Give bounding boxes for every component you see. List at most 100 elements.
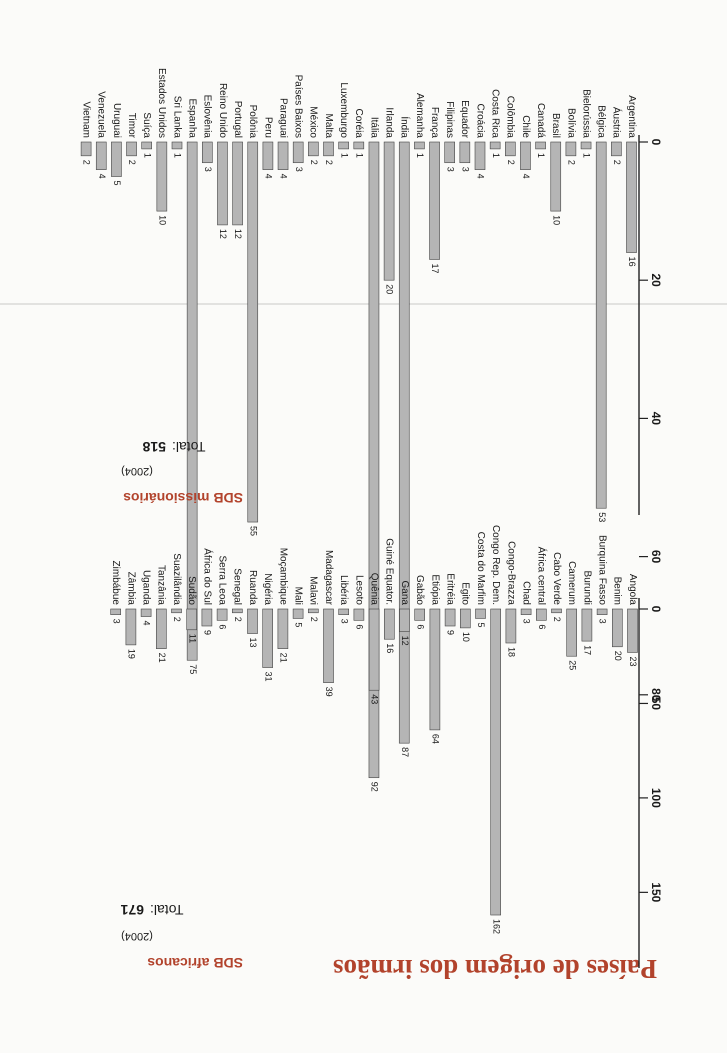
bar-value-label: 13 bbox=[248, 638, 258, 648]
bar-value-label: 4 bbox=[521, 174, 531, 179]
chart-title: SDB africanos bbox=[147, 955, 243, 971]
category-label: Chad bbox=[520, 581, 531, 605]
category-label: Luxemburgo bbox=[338, 82, 349, 138]
bar-value-label: 1 bbox=[142, 153, 152, 158]
chart-title: SDB missionários bbox=[123, 490, 243, 506]
bar-value-label: 5 bbox=[112, 181, 122, 186]
bar-value-label: 11 bbox=[187, 634, 197, 643]
category-label: Sudão bbox=[186, 576, 197, 605]
category-label: Eritréia bbox=[444, 573, 455, 605]
category-label: Guiné Equator. bbox=[384, 538, 395, 605]
category-label: Etiópia bbox=[429, 574, 440, 605]
bar-value-label: 17 bbox=[430, 263, 440, 273]
bar bbox=[595, 141, 607, 509]
bar-value-label: 64 bbox=[431, 734, 441, 744]
bar-value-label: 1 bbox=[354, 153, 364, 158]
category-label: Angola bbox=[627, 574, 638, 606]
bar bbox=[80, 141, 92, 157]
category-label: Burquina Fasso bbox=[596, 535, 607, 605]
category-label: Países Baixos bbox=[293, 75, 304, 138]
category-label: Filipinas bbox=[444, 101, 455, 138]
category-label: Estados Unidos bbox=[156, 68, 167, 138]
bar bbox=[414, 141, 425, 150]
bar-value-label: 3 bbox=[203, 167, 213, 172]
bar-value-label: 6 bbox=[537, 624, 547, 629]
bar-value-label: 21 bbox=[279, 653, 289, 663]
axis-tick-label: 20 bbox=[649, 274, 663, 288]
category-label: Sri Lanka bbox=[171, 96, 182, 139]
bar bbox=[475, 608, 486, 619]
bar bbox=[566, 608, 577, 657]
bar-value-label: 162 bbox=[491, 919, 501, 934]
bar-value-label: 2 bbox=[309, 617, 319, 622]
bar-value-label: 1 bbox=[536, 153, 546, 158]
bar bbox=[111, 141, 122, 177]
category-label: Portugal bbox=[232, 101, 243, 138]
bar bbox=[520, 141, 531, 170]
bar-value-label: 87 bbox=[400, 747, 410, 757]
axis-tick-label: 50 bbox=[649, 697, 663, 711]
bar-value-label: 3 bbox=[445, 167, 455, 172]
bar-value-label: 2 bbox=[612, 160, 622, 165]
bar bbox=[399, 608, 410, 632]
bar bbox=[140, 608, 152, 617]
category-label: Senegal bbox=[232, 568, 243, 605]
bar-value-label: 2 bbox=[567, 160, 577, 165]
category-label: Uruguai bbox=[111, 103, 122, 138]
bar-value-label: 1 bbox=[491, 153, 501, 158]
bar-value-label: 4 bbox=[97, 174, 107, 179]
bar-value-label: 5 bbox=[476, 622, 486, 627]
category-label: Canadá bbox=[535, 103, 546, 138]
bar bbox=[232, 141, 243, 226]
bar-value-label: 92 bbox=[370, 782, 380, 792]
bar-value-label: 12 bbox=[400, 636, 410, 646]
bar bbox=[262, 141, 274, 170]
bar bbox=[368, 141, 380, 779]
category-label: Brasil bbox=[550, 113, 561, 138]
category-label: Peru bbox=[262, 117, 273, 138]
category-label: Burundi bbox=[581, 571, 592, 605]
bar bbox=[308, 141, 319, 157]
category-label: Zâmbia bbox=[125, 572, 136, 606]
bar-value-label: 2 bbox=[552, 617, 562, 622]
category-label: Serra Leoa bbox=[216, 556, 227, 606]
bar bbox=[429, 141, 440, 260]
bar-value-label: 3 bbox=[522, 619, 532, 624]
bar bbox=[186, 141, 198, 661]
bar-value-label: 12 bbox=[233, 229, 243, 239]
category-label: Argentina bbox=[626, 95, 637, 138]
bar bbox=[398, 141, 410, 744]
bar-value-label: 2 bbox=[82, 160, 92, 165]
category-label: Timor bbox=[126, 113, 137, 139]
category-label: Chile bbox=[520, 115, 531, 138]
bar-value-label: 6 bbox=[218, 624, 228, 629]
bar-value-label: 6 bbox=[415, 624, 425, 629]
bar bbox=[612, 608, 623, 648]
chart-missionarios: 02040608016Argentina2Áustria53Bélgica1Bi… bbox=[80, 68, 662, 792]
bar bbox=[383, 608, 395, 640]
bar bbox=[95, 141, 107, 170]
bar-value-label: 2 bbox=[309, 160, 319, 165]
total-label: Total: bbox=[150, 902, 183, 918]
category-label: Paraguai bbox=[277, 98, 288, 138]
bar bbox=[155, 608, 167, 649]
bar bbox=[627, 608, 638, 653]
category-label: Egito bbox=[460, 582, 471, 605]
bar bbox=[551, 608, 562, 614]
bar bbox=[201, 141, 213, 164]
bar bbox=[201, 608, 213, 627]
bar-value-label: 3 bbox=[339, 619, 349, 624]
category-label: Zimbábue bbox=[110, 561, 121, 606]
category-label: Suazilândia bbox=[171, 553, 182, 605]
bar bbox=[581, 608, 593, 642]
total-value: 671 bbox=[120, 902, 144, 918]
bar-value-label: 10 bbox=[551, 215, 561, 225]
bar bbox=[277, 608, 289, 649]
category-label: Congo-Brazza bbox=[505, 541, 516, 605]
bar bbox=[307, 608, 319, 614]
page-title: Países de origem dos irmãos bbox=[333, 954, 657, 984]
bar bbox=[262, 608, 274, 668]
category-label: Itália bbox=[368, 117, 379, 139]
axis-tick-label: 80 bbox=[649, 688, 663, 702]
category-label: Costa Rica bbox=[490, 89, 501, 138]
